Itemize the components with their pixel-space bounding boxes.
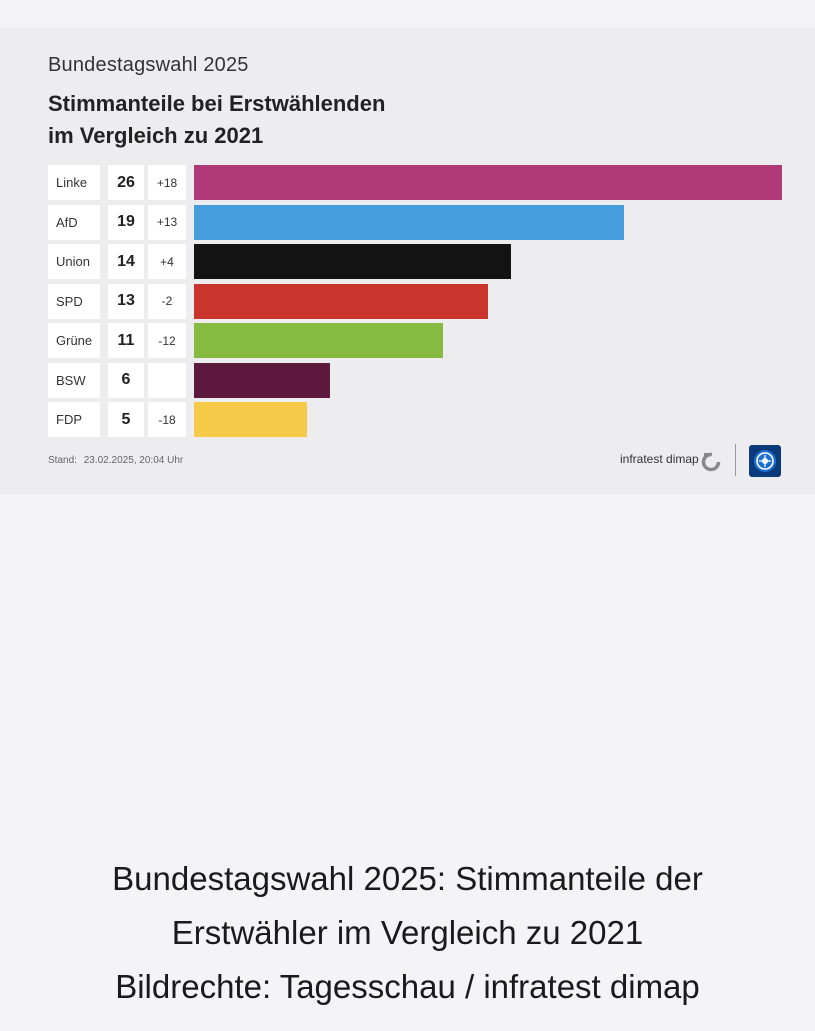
infratest-dimap-icon [701,452,721,472]
caption-line-1: Bundestagswahl 2025: Stimmanteile der [112,860,703,897]
chart-title: Stimmanteile bei Erstwählenden im Vergle… [48,88,508,152]
party-label: Linke [48,165,100,200]
change-label: +13 [148,204,186,240]
value-label: 11 [108,323,144,358]
tagesschau-logo-icon [749,445,781,477]
chart-title-line-1: Stimmanteile bei Erstwählenden [48,91,386,116]
bar-grüne [194,323,443,358]
bar-row-spd: SPD 13 -2 [0,283,815,319]
infratest-dimap-wordmark: infratest dimap [620,452,699,466]
bar-fdp [194,402,308,437]
value-label: 26 [108,165,144,200]
change-label: -12 [148,323,186,358]
value-label: 6 [108,362,144,398]
stand-value: 23.02.2025, 20:04 Uhr [83,455,184,466]
chart-title-line-2: im Vergleich zu 2021 [48,123,264,148]
stand-timestamp: Stand: 23.02.2025, 20:04 Uhr [48,455,183,466]
value-label: 13 [108,283,144,319]
party-label: SPD [48,283,100,319]
party-label: Union [48,244,100,279]
value-label: 5 [108,402,144,437]
bar-linke [194,165,782,200]
party-label: BSW [48,362,100,398]
value-label: 19 [108,204,144,240]
bar-row-linke: Linke 26 +18 [0,165,815,200]
caption-line-2: Erstwähler im Vergleich zu 2021 [171,914,644,951]
stand-label: Stand: [48,455,77,466]
footer-divider [735,444,736,476]
value-label: 14 [108,244,144,279]
chart-card: Bundestagswahl 2025 Stimmanteile bei Ers… [0,28,815,494]
bar-spd [194,283,488,319]
change-label: -18 [148,402,186,437]
party-label: Grüne [48,323,100,358]
change-label: -2 [148,283,186,319]
image-caption: Bundestagswahl 2025: Stimmanteile der Er… [0,852,815,1014]
change-label: +4 [148,244,186,279]
change-label [148,362,186,398]
bar-row-grüne: Grüne 11 -12 [0,323,815,358]
party-label: AfD [48,204,100,240]
bar-union [194,244,511,279]
bar-bsw [194,362,330,398]
bar-row-bsw: BSW 6 [0,362,815,398]
caption-line-3: Bildrechte: Tagesschau / infratest dimap [115,968,700,1005]
party-label: FDP [48,402,100,437]
bar-row-fdp: FDP 5 -18 [0,402,815,437]
bar-row-afd: AfD 19 +13 [0,204,815,240]
bar-afd [194,204,624,240]
bar-row-union: Union 14 +4 [0,244,815,279]
chart-kicker: Bundestagswahl 2025 [48,54,249,76]
change-label: +18 [148,165,186,200]
